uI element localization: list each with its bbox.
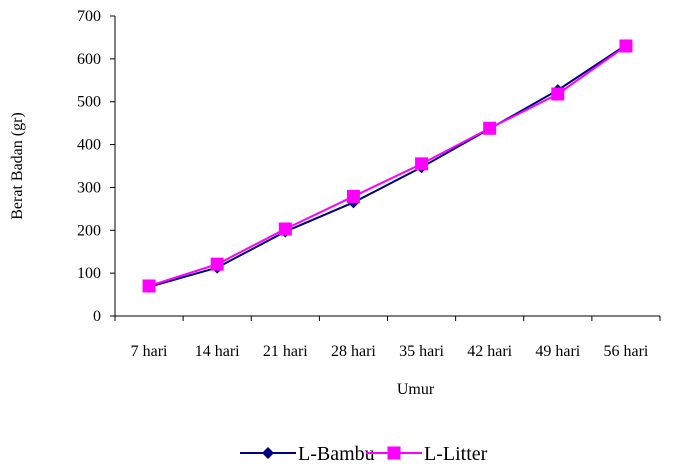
x-tick-label: 21 hari <box>263 343 308 360</box>
data-point <box>619 39 633 53</box>
legend-label: L-Bambu <box>298 443 375 465</box>
x-tick-label: 42 hari <box>467 343 512 360</box>
y-axis-title: Berat Badan (gr) <box>9 112 26 220</box>
x-axis-title: Umur <box>397 381 435 398</box>
x-tick-label: 56 hari <box>604 343 649 360</box>
y-tick-label: 700 <box>77 8 101 25</box>
series-group <box>142 39 633 293</box>
y-tick-label: 500 <box>77 94 101 111</box>
y-tick-label: 300 <box>77 179 101 196</box>
data-point <box>415 157 429 171</box>
x-tick-label: 7 hari <box>131 343 168 360</box>
series-l-bambu <box>143 39 632 293</box>
legend-item: L-Litter <box>366 443 488 465</box>
y-tick-label: 100 <box>77 265 101 282</box>
y-tick-label: 200 <box>77 222 101 239</box>
series-l-litter <box>142 39 633 293</box>
y-tick-label: 0 <box>93 308 101 325</box>
data-point <box>278 222 292 236</box>
legend-item: L-Bambu <box>240 443 375 465</box>
legend-label: L-Litter <box>424 443 488 465</box>
data-point <box>142 279 156 293</box>
data-point <box>210 257 224 271</box>
x-tick-label: 14 hari <box>195 343 240 360</box>
y-tick-label: 400 <box>77 137 101 154</box>
data-point <box>346 189 360 203</box>
x-axis-ticks: 7 hari 14 hari 21 hari 28 hari 35 hari 42 har… <box>114 316 661 360</box>
data-point <box>551 87 565 101</box>
series-line <box>148 45 627 287</box>
x-tick-label: 49 hari <box>535 343 580 360</box>
legend-marker <box>262 447 274 459</box>
y-tick-label: 600 <box>77 51 101 68</box>
legend: L-Bambu L-Litter <box>240 443 488 465</box>
data-point <box>483 121 497 135</box>
series-line <box>148 44 627 288</box>
y-axis-ticks: 0 100 200 300 400 500 600 700 <box>77 8 115 325</box>
x-tick-label: 28 hari <box>331 343 376 360</box>
x-tick-label: 35 hari <box>399 343 444 360</box>
legend-marker <box>387 446 401 460</box>
